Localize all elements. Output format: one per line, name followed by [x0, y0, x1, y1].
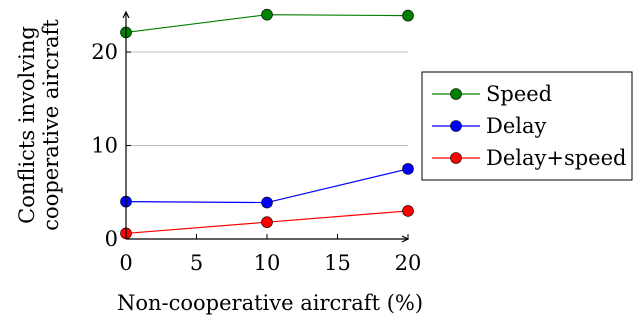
x-tick-label-15: 15 [324, 251, 351, 275]
x-tick-label-20: 20 [395, 251, 422, 275]
point-speed-10 [261, 8, 273, 21]
axes [126, 12, 408, 239]
x-tick-label-5: 5 [190, 251, 203, 275]
x-tick-label-10: 10 [254, 251, 281, 275]
y-axis-title-line-2: cooperative aircraft [39, 19, 63, 231]
point-delay-10 [261, 196, 273, 209]
legend-marker-delay-speed [450, 152, 462, 164]
y-tick-label-0: 0 [105, 227, 118, 251]
point-delay-20 [402, 163, 414, 175]
grid-lines [126, 51, 408, 147]
y-tick-label-10: 10 [91, 134, 118, 158]
legend-marker-delay [450, 120, 462, 132]
y-axis-title-line-1: Conflicts involving [15, 26, 39, 224]
legend-marker-speed [450, 88, 462, 100]
x-axis-title: Non-cooperative aircraft (%) [117, 291, 423, 315]
tick-labels: 0 5 10 15 20 0 10 20 [91, 40, 421, 275]
legend-label-delay: Delay [486, 114, 547, 138]
x-tick-label-0: 0 [119, 251, 132, 275]
legend-label-delay-speed: Delay+speed [486, 146, 626, 170]
series-group [120, 8, 414, 240]
legend: Speed Delay Delay+speed [421, 71, 633, 181]
point-delay-speed-20 [402, 205, 414, 217]
y-tick-label-20: 20 [91, 40, 118, 64]
legend-label-speed: Speed [486, 82, 552, 106]
point-delay-speed-10 [261, 216, 273, 228]
point-speed-20 [402, 9, 414, 22]
